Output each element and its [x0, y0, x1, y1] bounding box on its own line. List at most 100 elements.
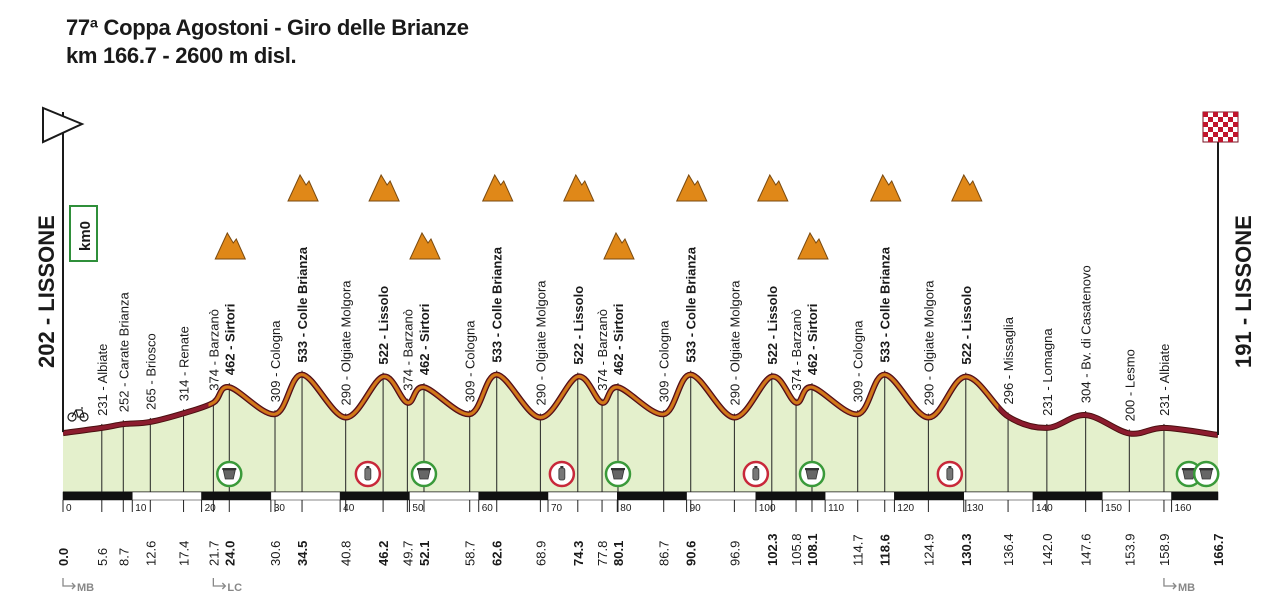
place-label: 290 - Olgiate Molgora — [921, 280, 936, 406]
place-label: 522 - Lissolo — [765, 286, 780, 365]
place-label: 374 - Barzanò — [595, 309, 610, 391]
x-tick-label: 90 — [690, 503, 702, 514]
km-scale-segment — [1032, 491, 1103, 501]
finish-flag-icon — [1202, 111, 1239, 143]
km-value-label: 136.4 — [1001, 533, 1016, 566]
km-scale-segment — [132, 491, 202, 501]
feed-zone-icon — [798, 460, 826, 488]
x-tick-label: 80 — [620, 503, 632, 514]
place-label: 309 - Cologna — [463, 320, 478, 402]
mountain-icon — [214, 231, 247, 260]
km-scale-segment — [755, 491, 826, 501]
km-value-label: 80.1 — [611, 541, 626, 566]
km-scale-segment — [824, 491, 895, 501]
km-scale-segment — [1102, 491, 1172, 501]
x-tick-label: 130 — [967, 503, 984, 514]
km-value-label: 8.7 — [116, 548, 131, 566]
x-tick-label: 30 — [274, 503, 286, 514]
mountain-icon — [675, 173, 708, 202]
km-scale-segment — [963, 491, 1034, 501]
bottle-zone-icon — [936, 460, 964, 488]
route-marker-label: LC — [227, 582, 242, 594]
place-label: 304 - Bv. di Casatenovo — [1079, 265, 1094, 403]
place-label: 533 - Colle Brianza — [878, 246, 893, 362]
place-label: 290 - Olgiate Molgora — [727, 280, 742, 406]
km-scale-segment — [894, 491, 964, 501]
km-value-label: 118.6 — [878, 534, 893, 566]
place-label: 309 - Cologna — [657, 320, 672, 402]
km-value-label: 46.2 — [376, 541, 391, 566]
km-value-label: 147.6 — [1079, 533, 1094, 566]
mountain-icon — [797, 231, 829, 260]
km-value-label: 74.3 — [571, 541, 586, 566]
place-label: 462 - Sirtori — [417, 304, 432, 376]
route-marker: LC — [212, 578, 242, 594]
route-marker: MB — [62, 578, 94, 594]
route-marker-label: MB — [1178, 582, 1195, 594]
km-value-label: 124.9 — [921, 533, 936, 566]
place-label: 314 - Renate — [177, 326, 192, 401]
km-scale-segment — [62, 491, 133, 501]
bottle-zone-icon — [354, 460, 382, 488]
km-value-label: 58.7 — [463, 541, 478, 566]
km-value-label: 77.8 — [595, 541, 610, 566]
x-tick-label: 120 — [897, 503, 914, 514]
km-scale-segment — [478, 491, 549, 501]
title-line-1: 77ª Coppa Agostoni - Giro delle Brianze — [66, 15, 469, 40]
finish-label: 191 - LISSONE — [1231, 215, 1256, 368]
place-label: 522 - Lissolo — [376, 286, 391, 365]
x-tick-label: 60 — [482, 503, 494, 514]
km-value-label: 21.7 — [206, 541, 221, 566]
feed-zone-icon — [216, 460, 243, 488]
mountain-icon — [757, 173, 789, 202]
x-tick-label: 110 — [828, 503, 844, 514]
km-scale-segment — [1171, 491, 1219, 501]
km-value-label: 114.7 — [851, 534, 866, 566]
place-label: 462 - Sirtori — [805, 304, 820, 376]
x-tick-label: 40 — [343, 503, 355, 514]
km-scale-segment — [339, 491, 410, 501]
x-tick-label: 70 — [551, 503, 563, 514]
x-tick-label: 50 — [412, 503, 424, 514]
km-value-label: 30.6 — [268, 541, 283, 566]
place-label: 533 - Colle Brianza — [490, 246, 505, 362]
profile-area — [63, 374, 1218, 492]
place-label: 522 - Lissolo — [959, 286, 974, 365]
km-value-label: 34.5 — [295, 541, 310, 566]
km-value-label: 158.9 — [1157, 533, 1172, 566]
chart-title: 77ª Coppa Agostoni - Giro delle Brianze … — [66, 14, 469, 70]
title-line-2: km 166.7 - 2600 m disl. — [66, 43, 297, 68]
x-tick-label: 140 — [1036, 503, 1053, 514]
km-value-label: 96.9 — [727, 541, 742, 566]
place-label: 522 - Lissolo — [571, 286, 586, 365]
mountain-icon — [563, 173, 595, 202]
bottle-zone-icon — [548, 460, 576, 488]
km-scale-segment — [201, 491, 272, 501]
km-value-label: 52.1 — [417, 541, 432, 566]
mountain-icon — [603, 231, 635, 260]
km-value-label: 102.3 — [765, 533, 780, 566]
km-value-label: 12.6 — [143, 541, 158, 566]
feed-zone-icon — [1192, 460, 1220, 488]
km-value-label: 90.6 — [684, 541, 699, 566]
route-marker-label: MB — [77, 582, 94, 594]
feed-zone-icon — [604, 460, 632, 488]
km-value-label: 86.7 — [657, 541, 672, 566]
place-label: 462 - Sirtori — [611, 304, 626, 376]
place-label: 290 - Olgiate Molgora — [339, 280, 354, 406]
km-scale-segment — [617, 491, 687, 501]
mountain-icon — [951, 173, 983, 202]
place-label: 533 - Colle Brianza — [295, 246, 310, 362]
km-value-label: 130.3 — [959, 533, 974, 566]
km-scale-segment — [547, 491, 618, 501]
place-label: 374 - Barzanò — [789, 309, 804, 391]
km-value-label: 40.8 — [339, 541, 354, 566]
km-scale-segment — [686, 491, 757, 501]
place-label: 374 - Barzanò — [400, 309, 415, 391]
x-tick-label: 150 — [1105, 503, 1122, 514]
place-label: 231 - Albiate — [1157, 344, 1172, 416]
km-value-label: 68.9 — [533, 541, 548, 566]
start-flag-icon — [42, 106, 85, 144]
place-label: 309 - Cologna — [851, 320, 866, 402]
